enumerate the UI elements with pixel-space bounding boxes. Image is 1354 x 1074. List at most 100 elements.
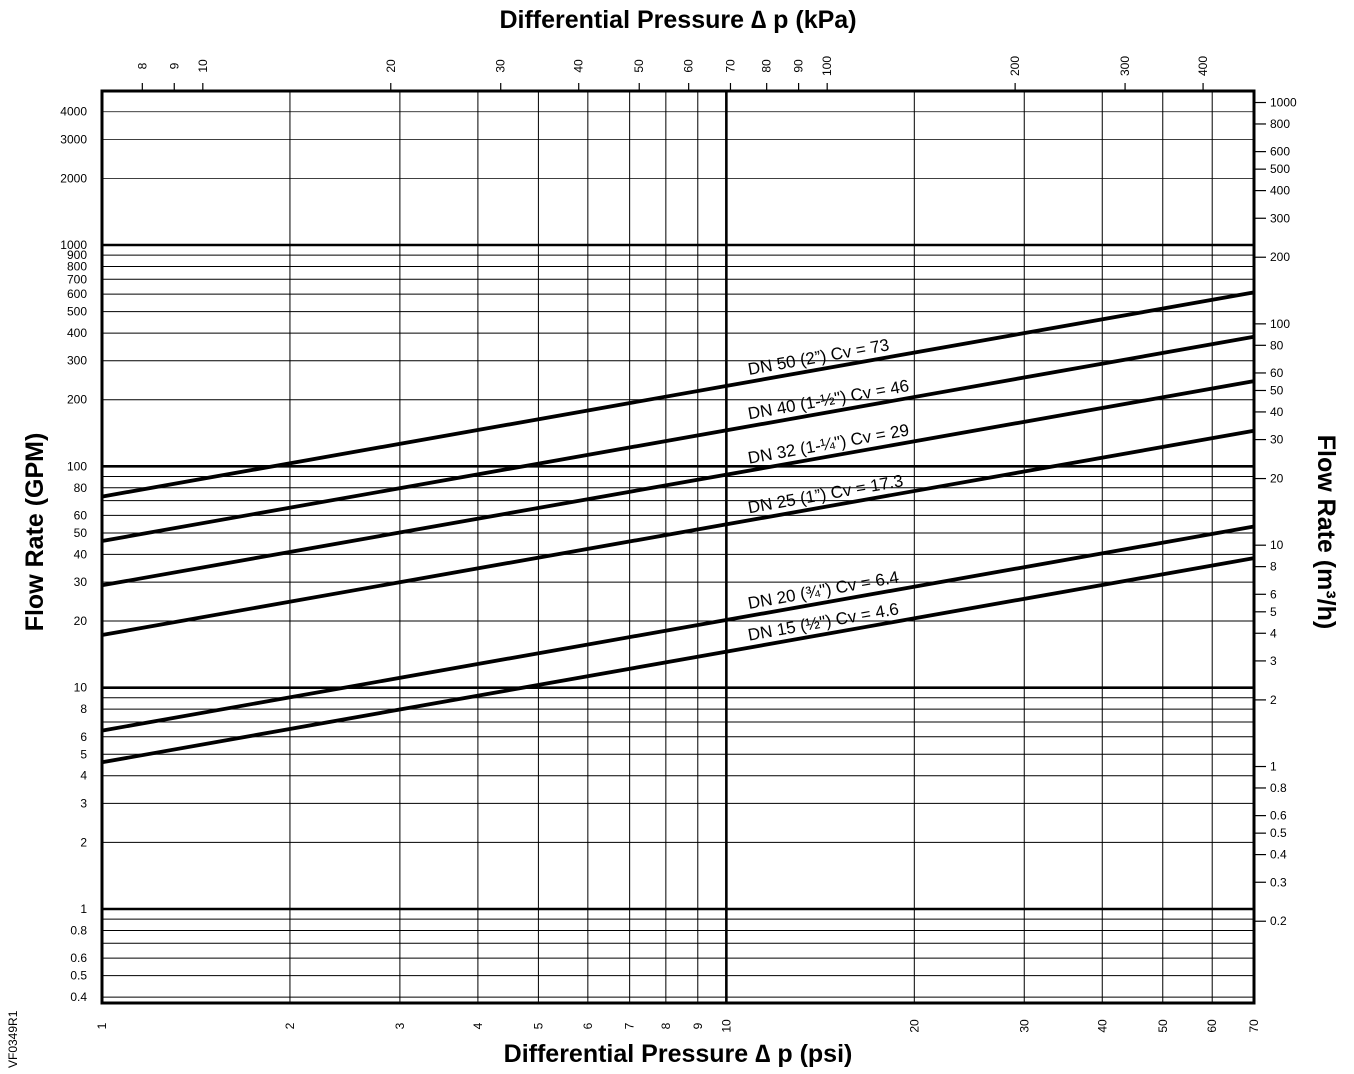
y-left-tick-label: 2 xyxy=(80,835,87,849)
y-left-tick-label: 1000 xyxy=(60,238,87,252)
y-left-tick-label: 80 xyxy=(74,481,88,495)
y-right-tick-label: 0.3 xyxy=(1270,875,1287,889)
series-line xyxy=(101,428,1255,637)
x-bottom-tick-label: 20 xyxy=(907,1019,921,1033)
y-left-tick-label: 40 xyxy=(74,547,88,561)
y-left-tick-label: 600 xyxy=(67,287,87,301)
x-bottom-tick-label: 70 xyxy=(1247,1019,1261,1033)
y-right-tick-label: 500 xyxy=(1270,162,1290,176)
y-left-tick-label: 0.5 xyxy=(70,969,87,983)
y-right-tick-label: 20 xyxy=(1270,472,1284,486)
series-line xyxy=(101,556,1255,765)
series-label: DN 50 (2”) Cv = 73 xyxy=(746,335,890,379)
y-right-tick-label: 200 xyxy=(1270,250,1290,264)
y-left-tick-label: 50 xyxy=(74,526,88,540)
series-lines xyxy=(101,290,1255,765)
y-right-tick-label: 4 xyxy=(1270,626,1277,640)
x-top-tick-label: 100 xyxy=(820,56,834,76)
x-bottom-tick-label: 2 xyxy=(283,1022,297,1029)
series-label: DN 32 (1-¼") Cv = 29 xyxy=(746,420,910,467)
y-left-tick-label: 700 xyxy=(67,272,87,286)
y-right-tick-label: 0.8 xyxy=(1270,781,1287,795)
y-right-tick-label: 0.4 xyxy=(1270,848,1287,862)
x-bottom-tick-label: 7 xyxy=(623,1022,637,1029)
x-top-tick-label: 80 xyxy=(760,59,774,73)
y-left-tick-label: 3 xyxy=(80,796,87,810)
x-bottom-tick-label: 3 xyxy=(393,1022,407,1029)
y-left-tick-label: 100 xyxy=(67,459,87,473)
tick-marks xyxy=(141,83,1266,922)
y-left-tick-label: 800 xyxy=(67,259,87,273)
y-left-tick-label: 400 xyxy=(67,326,87,340)
y-left-tick-label: 4000 xyxy=(60,105,87,119)
y-left-tick-label: 0.6 xyxy=(70,951,87,965)
y-left-tick-label: 5 xyxy=(80,747,87,761)
x-top-tick-label: 8 xyxy=(135,62,149,69)
y-right-tick-label: 0.5 xyxy=(1270,826,1287,840)
x-top-tick-label: 50 xyxy=(632,59,646,73)
y-left-tick-label: 500 xyxy=(67,305,87,319)
y-left-tick-label: 1 xyxy=(80,902,87,916)
y-left-tick-label: 0.8 xyxy=(70,923,87,937)
y-left-axis-title: Flow Rate (GPM) xyxy=(21,433,49,632)
x-bottom-tick-label: 8 xyxy=(659,1022,673,1029)
x-top-tick-label: 400 xyxy=(1196,56,1210,76)
y-left-tick-label: 60 xyxy=(74,508,88,522)
y-right-tick-label: 600 xyxy=(1270,145,1290,159)
y-right-tick-label: 1000 xyxy=(1270,96,1297,110)
y-right-tick-label: 100 xyxy=(1270,317,1290,331)
y-right-tick-label: 3 xyxy=(1270,654,1277,668)
y-right-tick-label: 800 xyxy=(1270,117,1290,131)
y-left-tick-label: 3000 xyxy=(60,132,87,146)
x-top-tick-label: 70 xyxy=(723,59,737,73)
y-left-tick-label: 8 xyxy=(80,702,87,716)
series-line xyxy=(101,334,1255,543)
series-line xyxy=(101,524,1255,733)
x-top-tick-label: 40 xyxy=(572,59,586,73)
y-right-tick-label: 2 xyxy=(1270,693,1277,707)
figure-code: VF0349R1 xyxy=(6,1010,20,1068)
y-left-tick-label: 30 xyxy=(74,575,88,589)
x-top-tick-label: 60 xyxy=(682,59,696,73)
y-right-tick-label: 30 xyxy=(1270,433,1284,447)
y-right-tick-label: 10 xyxy=(1270,538,1284,552)
x-bottom-tick-label: 10 xyxy=(719,1019,733,1033)
y-right-tick-label: 400 xyxy=(1270,184,1290,198)
y-right-tick-label: 1 xyxy=(1270,760,1277,774)
x-bottom-tick-label: 60 xyxy=(1205,1019,1219,1033)
x-bottom-tick-label: 5 xyxy=(531,1022,545,1029)
x-bottom-tick-label: 50 xyxy=(1156,1019,1170,1033)
y-left-tick-label: 4 xyxy=(80,769,87,783)
y-right-tick-label: 0.2 xyxy=(1270,914,1287,928)
x-top-tick-label: 30 xyxy=(494,59,508,73)
x-top-tick-label: 9 xyxy=(167,62,181,69)
x-top-tick-label: 300 xyxy=(1118,56,1132,76)
plot-frame xyxy=(100,89,1256,1005)
x-bottom-tick-label: 9 xyxy=(691,1022,705,1029)
y-left-tick-label: 10 xyxy=(74,681,88,695)
x-bottom-tick-label: 4 xyxy=(471,1022,485,1029)
y-right-tick-label: 5 xyxy=(1270,605,1277,619)
y-right-tick-label: 40 xyxy=(1270,405,1284,419)
y-right-axis-title: Flow Rate (m³/h) xyxy=(1312,435,1340,629)
y-left-tick-label: 900 xyxy=(67,248,87,262)
y-right-tick-label: 300 xyxy=(1270,211,1290,225)
x-bottom-axis-title: Differential Pressure ∆ p (psi) xyxy=(504,1040,853,1068)
y-right-tick-label: 6 xyxy=(1270,587,1277,601)
y-left-tick-label: 200 xyxy=(67,393,87,407)
grid-lines xyxy=(102,91,1254,1003)
y-right-tick-label: 80 xyxy=(1270,338,1284,352)
y-right-tick-label: 60 xyxy=(1270,366,1284,380)
x-bottom-tick-label: 40 xyxy=(1095,1019,1109,1033)
x-top-tick-label: 20 xyxy=(384,59,398,73)
tick-labels: 1 2 3 4 5 6 7 8 9 10 20 30 40 50 60 70 0.4 0.5 0.6 0.8 1 2 3 4 5… xyxy=(60,56,1297,1033)
y-right-tick-label: 8 xyxy=(1270,560,1277,574)
x-top-tick-label: 10 xyxy=(196,59,210,73)
y-left-tick-label: 300 xyxy=(67,354,87,368)
x-bottom-tick-label: 1 xyxy=(95,1022,109,1029)
series-line xyxy=(101,379,1255,588)
x-top-tick-label: 200 xyxy=(1008,56,1022,76)
series-label: DN 25 (1”) Cv = 17.3 xyxy=(746,471,904,517)
